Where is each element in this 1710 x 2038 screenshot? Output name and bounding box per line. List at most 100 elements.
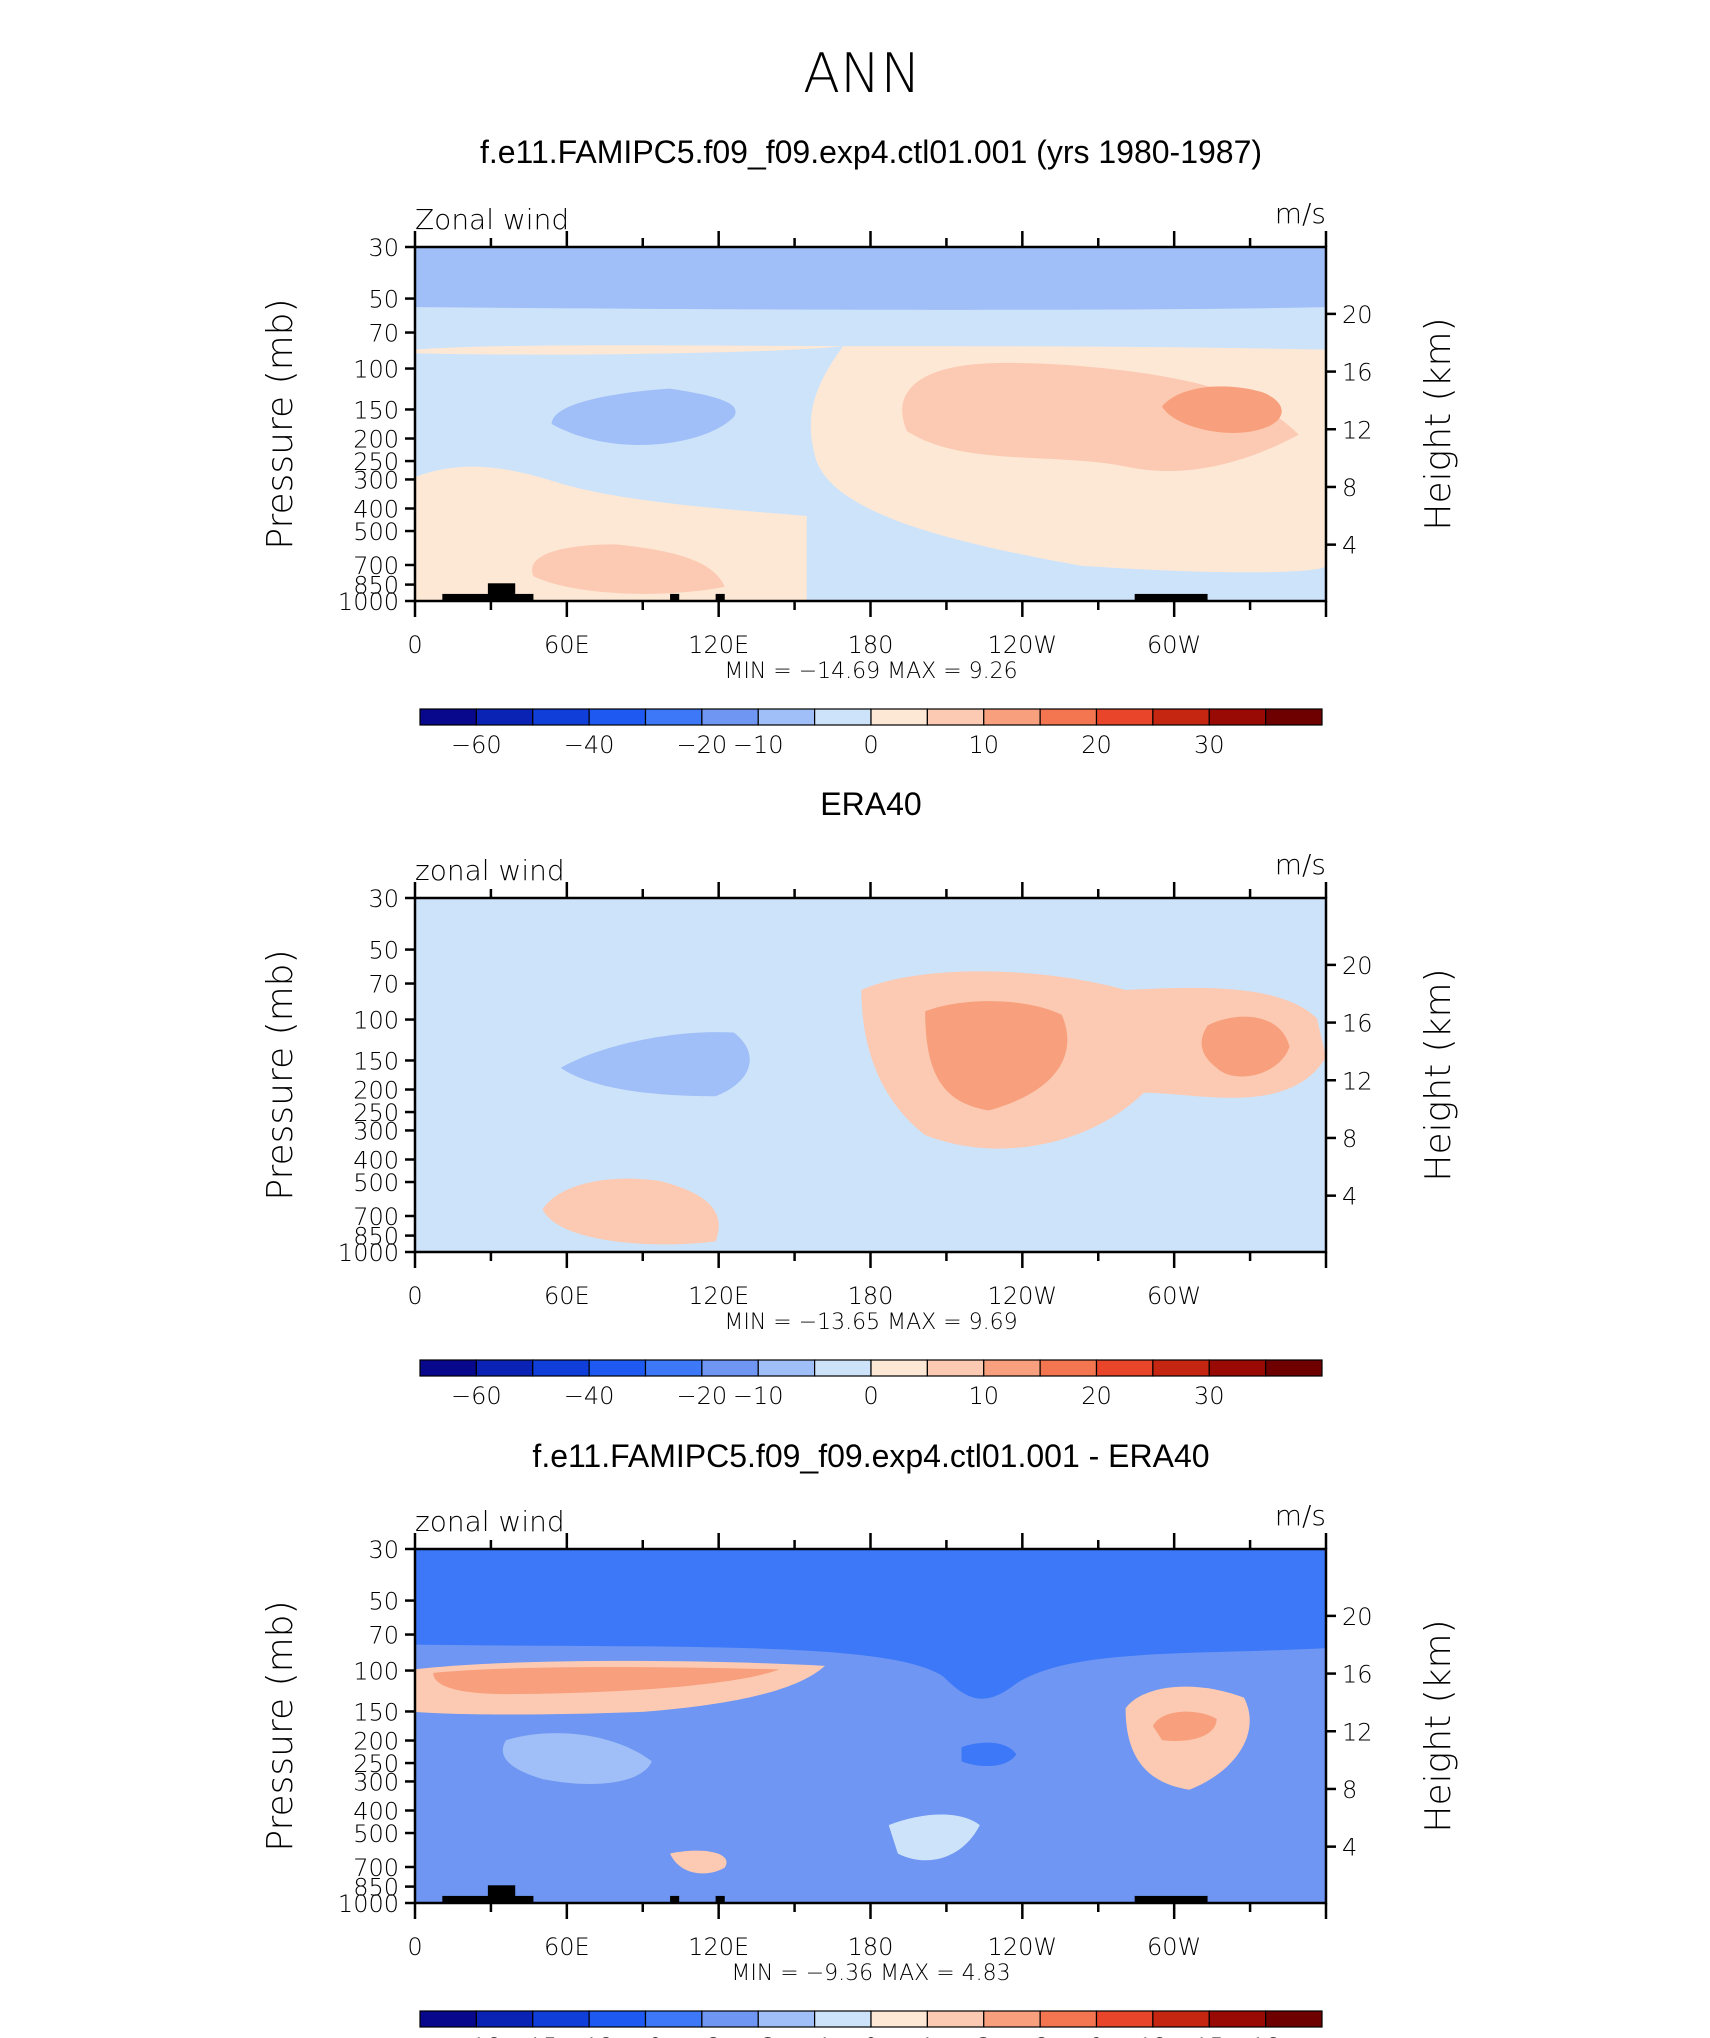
colorbar-label: −15: [507, 2033, 558, 2038]
y-tick-label: 850: [353, 1874, 399, 1902]
contour-band-4: [1162, 386, 1282, 433]
colorbar-box: [1152, 708, 1210, 726]
colorbar-box: [475, 1359, 534, 1377]
colorbar-label: −9: [628, 2033, 663, 2038]
y-tick-label: 500: [353, 1820, 399, 1848]
y-tick-label: 1000: [338, 1239, 399, 1267]
units-label: m/s: [1275, 848, 1326, 881]
y-right-axis-label: Height (km): [1418, 968, 1459, 1181]
contour-band-5: [1201, 1016, 1290, 1077]
colorbar-label: 20: [1081, 731, 1112, 759]
axes: 3050701001502002503004005007008501000481…: [260, 848, 1459, 1335]
colorbar-box: [983, 2010, 1041, 2028]
topography-block: [670, 1895, 680, 1903]
x-tick-label: 120W: [988, 631, 1058, 659]
y-tick-label: 200: [353, 1077, 399, 1105]
colorbar-label: −12: [564, 2033, 615, 2038]
y-tick-label: 200: [353, 426, 399, 454]
colorbar-box: [1152, 1359, 1210, 1377]
colorbar-label: −10: [733, 731, 784, 759]
x-tick-label: 0: [407, 1933, 422, 1961]
colorbar: −60 −40 −20 −10 0 10 20 30: [419, 708, 1323, 759]
colorbar-label: 10: [968, 1382, 999, 1410]
colorbar-box: [814, 708, 872, 726]
colorbar-label: −6: [684, 2033, 719, 2038]
colorbar-label: 3: [976, 2033, 991, 2038]
colorbar-label: −60: [451, 1382, 502, 1410]
contour-band-7: [961, 1742, 1017, 1767]
colorbar-label: 18: [1250, 2033, 1281, 2038]
colorbar-box: [419, 2010, 477, 2028]
y-right-tick-label: 4: [1342, 1183, 1357, 1211]
contour-band-2: [415, 466, 807, 601]
x-tick-label: 180: [848, 631, 894, 659]
y-tick-label: 400: [353, 495, 399, 523]
colorbar-label: −20: [677, 731, 728, 759]
colorbar-label: 0: [863, 731, 878, 759]
colorbar: −60 −40 −20 −10 0 10 20 30: [419, 1359, 1323, 1410]
colorbar-label: 6: [1032, 2033, 1047, 2038]
colorbar-label: 15: [1194, 2033, 1225, 2038]
x-tick-label: 120E: [688, 631, 749, 659]
colorbar-box: [1265, 708, 1323, 726]
contour-band-7: [870, 1209, 1071, 1252]
y-tick-label: 50: [368, 286, 399, 314]
y-tick-label: 70: [368, 1622, 399, 1650]
y-tick-label: 300: [353, 1117, 399, 1145]
y-tick-label: 400: [353, 1797, 399, 1825]
colorbar-box: [926, 1359, 985, 1377]
contour-band-0: [415, 1549, 1326, 1699]
colorbar-label: −40: [564, 731, 615, 759]
colorbar-box: [532, 2010, 590, 2028]
y-tick-label: 850: [353, 1223, 399, 1251]
y-tick-label: 200: [353, 1728, 399, 1756]
y-right-tick-label: 16: [1342, 1010, 1373, 1038]
y-tick-label: 400: [353, 1146, 399, 1174]
colorbar-label: 0: [863, 1382, 878, 1410]
y-right-tick-label: 20: [1342, 952, 1373, 980]
colorbar-box: [757, 708, 816, 726]
contour-band-0: [415, 247, 1326, 310]
y-tick-label: 250: [353, 1099, 399, 1127]
units-label: m/s: [1275, 197, 1326, 230]
colorbar-box: [983, 1359, 1041, 1377]
y-tick-label: 250: [353, 1750, 399, 1778]
y-axis-label: Pressure (mb): [260, 949, 301, 1200]
y-tick-label: 100: [353, 356, 399, 384]
y-tick-label: 300: [353, 466, 399, 494]
y-tick-label: 100: [353, 1658, 399, 1686]
y-tick-label: 700: [353, 1203, 399, 1231]
y-right-tick-label: 8: [1342, 1776, 1357, 1804]
topography-block: [1134, 593, 1208, 601]
x-tick-label: 120E: [688, 1282, 749, 1310]
x-tick-label: 0: [407, 631, 422, 659]
y-tick-label: 70: [368, 971, 399, 999]
colorbar-box: [1265, 1359, 1323, 1377]
x-tick-label: 60W: [1147, 631, 1201, 659]
y-tick-label: 500: [353, 1169, 399, 1197]
y-tick-label: 150: [353, 1047, 399, 1075]
min-max-label: MIN = −13.65 MAX = 9.69: [724, 1310, 1017, 1335]
y-axis-label: Pressure (mb): [260, 298, 301, 549]
contour-band-5: [532, 544, 725, 594]
colorbar-box: [870, 2010, 928, 2028]
y-right-tick-label: 16: [1342, 1661, 1373, 1689]
colorbar-box: [419, 708, 477, 726]
colorbar-label: 30: [1194, 731, 1225, 759]
contour-field: [415, 247, 1326, 601]
y-right-tick-label: 8: [1342, 474, 1357, 502]
y-right-tick-label: 20: [1342, 1603, 1373, 1631]
colorbar-box: [588, 1359, 647, 1377]
colorbar-box: [814, 1359, 872, 1377]
colorbar: −18 −15 −12 −9 −6 −3 −1 0 1 3 6 9 12 15 18: [419, 2010, 1323, 2038]
topography-block: [1134, 1895, 1208, 1903]
topography-block: [670, 593, 680, 601]
colorbar-box: [814, 2010, 872, 2028]
y-tick-label: 50: [368, 1588, 399, 1616]
colorbar-box: [1208, 708, 1267, 726]
y-tick-label: 50: [368, 937, 399, 965]
units-label: m/s: [1275, 1499, 1326, 1532]
colorbar-box: [757, 2010, 816, 2028]
x-tick-label: 180: [848, 1282, 894, 1310]
colorbar-label: −1: [797, 2033, 832, 2038]
